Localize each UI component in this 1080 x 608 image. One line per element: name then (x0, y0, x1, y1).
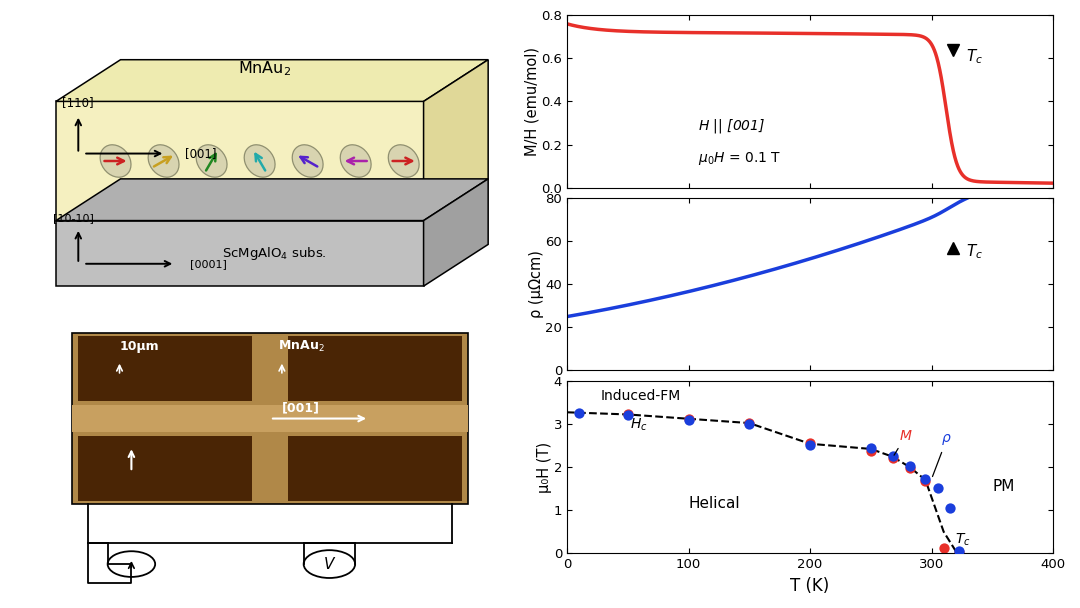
Polygon shape (423, 179, 488, 286)
Text: $T_c$: $T_c$ (955, 532, 970, 548)
Text: $M$: $M$ (894, 429, 913, 455)
Text: MnAu$_2$: MnAu$_2$ (278, 339, 325, 354)
Point (950, 547, 968, 557)
Point (619, 410, 636, 420)
Text: Helical: Helical (689, 496, 740, 511)
Text: MnAu$_2$: MnAu$_2$ (238, 60, 292, 78)
Polygon shape (56, 60, 488, 102)
Point (680, 414, 698, 424)
Text: $H_c$: $H_c$ (631, 416, 648, 433)
Text: [001]: [001] (282, 401, 320, 414)
Point (935, 543, 953, 553)
Y-axis label: M/H (emu/mol): M/H (emu/mol) (525, 47, 540, 156)
Point (801, 438, 819, 448)
Point (801, 440, 819, 449)
Polygon shape (56, 221, 423, 286)
Polygon shape (287, 436, 462, 501)
Point (941, 503, 958, 513)
Polygon shape (287, 336, 462, 401)
Y-axis label: ρ (μΩcm): ρ (μΩcm) (529, 250, 544, 318)
Text: $\rho$: $\rho$ (932, 432, 951, 477)
Text: 10μm: 10μm (120, 340, 159, 353)
Text: $\mu_0H$ = 0.1 T: $\mu_0H$ = 0.1 T (699, 150, 782, 167)
Polygon shape (423, 60, 488, 221)
Ellipse shape (340, 145, 372, 177)
Ellipse shape (148, 145, 179, 177)
X-axis label: T (K): T (K) (791, 577, 829, 595)
Point (917, 476, 934, 486)
Text: $H$ || [001]: $H$ || [001] (699, 117, 766, 135)
Text: Induced-FM: Induced-FM (600, 389, 681, 402)
Polygon shape (56, 102, 423, 221)
Polygon shape (56, 179, 488, 221)
Point (917, 474, 934, 484)
Text: [001]: [001] (185, 147, 217, 160)
Polygon shape (72, 333, 468, 504)
Ellipse shape (197, 145, 227, 177)
Ellipse shape (293, 145, 323, 177)
Point (883, 451, 901, 461)
Y-axis label: μ₀H (T): μ₀H (T) (537, 441, 552, 492)
Text: [0001]: [0001] (190, 259, 227, 269)
Text: $T_c$: $T_c$ (966, 47, 983, 66)
Text: ScMgAlO$_4$ subs.: ScMgAlO$_4$ subs. (222, 245, 327, 262)
Polygon shape (72, 405, 468, 432)
Point (901, 463, 918, 473)
Point (929, 483, 946, 492)
Polygon shape (78, 336, 253, 401)
Ellipse shape (244, 145, 275, 177)
Point (901, 461, 918, 471)
Point (680, 415, 698, 424)
Text: $T_c$: $T_c$ (966, 243, 983, 261)
Point (883, 453, 901, 463)
Text: PM: PM (993, 478, 1014, 494)
Ellipse shape (100, 145, 131, 177)
Point (570, 409, 588, 418)
Text: $V$: $V$ (323, 556, 336, 572)
Point (619, 410, 636, 420)
Text: [10-10]: [10-10] (53, 213, 94, 223)
Point (862, 446, 879, 455)
Polygon shape (78, 436, 253, 501)
Ellipse shape (389, 145, 419, 177)
Point (741, 419, 758, 429)
Text: [110]: [110] (63, 96, 94, 109)
Point (950, 546, 968, 556)
Point (862, 443, 879, 452)
Point (741, 418, 758, 428)
